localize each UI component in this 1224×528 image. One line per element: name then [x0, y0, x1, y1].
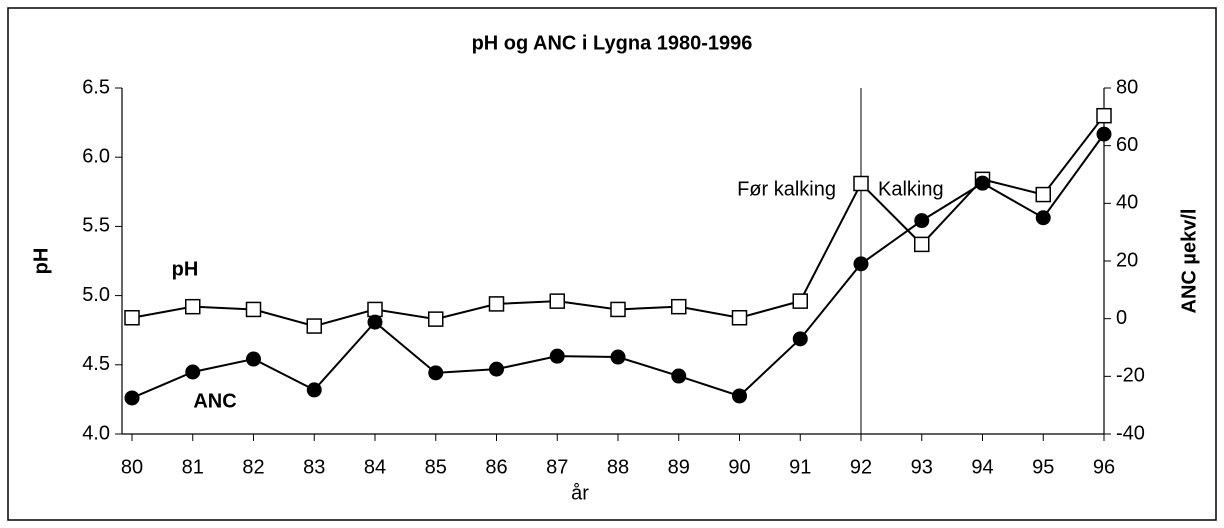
point	[732, 388, 747, 404]
x-tick-label: 94	[971, 456, 993, 478]
annotation: Før kalking	[737, 178, 836, 200]
y-tick-label: 6.0	[82, 145, 110, 167]
x-tick-label: 89	[668, 456, 690, 478]
x-tick-label: 81	[182, 456, 204, 478]
x-tick-label: 93	[911, 456, 933, 478]
y-tick-label: 5.0	[82, 284, 110, 306]
x-tick-label: 82	[242, 456, 264, 478]
x-tick-label: 85	[425, 456, 447, 478]
y2-tick-label: -20	[1116, 365, 1145, 387]
point	[975, 175, 990, 191]
point	[489, 361, 504, 377]
y-tick-label: 4.5	[82, 353, 110, 375]
y2-tick-label: 60	[1116, 134, 1138, 156]
x-tick-label: 83	[303, 456, 325, 478]
y-tick-label: 6.5	[82, 76, 110, 98]
x-tick-label: 86	[485, 456, 507, 478]
y2-axis-label: ANC µekv/l	[1178, 209, 1200, 314]
point	[549, 293, 565, 309]
x-tick-label: 87	[546, 456, 568, 478]
x-tick-label: 90	[728, 456, 750, 478]
y2-tick-label: 40	[1116, 192, 1138, 214]
y-tick-label: 4.0	[82, 422, 110, 444]
point	[610, 301, 626, 318]
point	[428, 365, 444, 381]
x-tick-label: 92	[850, 456, 872, 478]
point	[428, 311, 444, 327]
point	[246, 351, 261, 367]
y-tick-label: 5.5	[82, 215, 110, 237]
x-tick-label: 95	[1032, 456, 1054, 478]
x-tick-label: 80	[121, 456, 143, 478]
annotation: Kalking	[878, 178, 944, 200]
point	[124, 309, 140, 326]
point	[185, 364, 201, 380]
chart-title: pH og ANC i Lygna 1980-1996	[472, 32, 753, 54]
point	[124, 390, 140, 406]
series-line	[131, 115, 1105, 328]
series-name: ANC	[193, 390, 236, 412]
point	[610, 349, 626, 365]
point	[1035, 186, 1051, 203]
point	[367, 314, 383, 330]
y2-tick-label: -40	[1116, 422, 1145, 444]
point	[488, 296, 505, 312]
point	[792, 293, 808, 309]
point	[245, 301, 262, 318]
x-tick-label: 96	[1093, 456, 1115, 478]
point	[853, 256, 869, 272]
y2-tick-label: 0	[1116, 307, 1127, 329]
point	[1096, 126, 1112, 142]
series-name: pH	[172, 258, 199, 280]
point	[914, 213, 930, 229]
point	[306, 382, 322, 398]
point	[1035, 210, 1051, 226]
point	[853, 175, 869, 192]
x-axis-label: år	[571, 482, 589, 504]
point	[671, 368, 687, 384]
point	[1096, 107, 1112, 124]
frame	[7, 7, 1217, 521]
y2-tick-label: 80	[1116, 76, 1138, 98]
point	[731, 309, 748, 326]
point	[914, 236, 930, 253]
point	[367, 301, 383, 318]
x-tick-label: 88	[607, 456, 629, 478]
point	[671, 298, 687, 315]
point	[549, 348, 565, 364]
x-tick-label: 84	[364, 456, 386, 478]
point	[306, 318, 322, 334]
y-axis-label: pH	[30, 248, 52, 275]
point	[185, 298, 201, 315]
point	[792, 331, 808, 347]
y2-tick-label: 20	[1116, 249, 1138, 271]
x-tick-label: 91	[789, 456, 811, 478]
